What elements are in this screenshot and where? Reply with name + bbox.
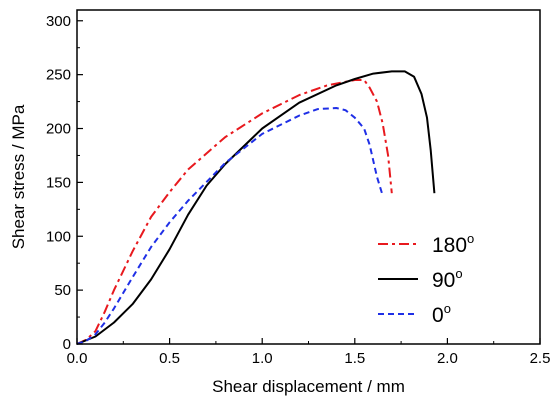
y-tick-label: 150 [46, 174, 71, 191]
y-tick-label: 50 [54, 282, 71, 299]
x-axis-title: Shear displacement / mm [212, 377, 405, 396]
legend-label-text: 90 [432, 269, 455, 292]
x-tick-label: 0.0 [67, 350, 88, 367]
legend-label-180: 180o [432, 231, 474, 257]
legend-label-text: 180 [432, 234, 467, 257]
series-line-180 [76, 79, 393, 345]
y-tick-label: 250 [46, 67, 71, 84]
x-tick-label: 2.0 [437, 350, 458, 367]
x-tick-label: 1.0 [252, 350, 273, 367]
y-tick-label: 300 [46, 13, 71, 30]
y-tick-label: 0 [63, 336, 71, 353]
y-tick-label: 100 [46, 228, 71, 245]
plot-area [76, 70, 436, 345]
plot-frame [76, 9, 541, 345]
x-tick-label: 0.5 [159, 350, 180, 367]
legend-label-degree: o [444, 301, 451, 316]
legend-label-90: 90o [432, 266, 463, 292]
series-line-0 [76, 107, 384, 345]
y-tick-label: 200 [46, 121, 71, 138]
legend-label-0: 0o [432, 301, 451, 327]
y-axis: 0 50 100 150 200 250 300 [46, 13, 83, 353]
y-axis-title: Shear stress / MPa [9, 104, 28, 249]
x-tick-label: 1.5 [344, 350, 365, 367]
series-line-90 [76, 70, 436, 345]
x-tick-label: 2.5 [530, 350, 550, 367]
x-axis: 0.0 0.5 1.0 1.5 2.0 2.5 [67, 338, 550, 367]
legend-label-degree: o [467, 231, 474, 246]
legend-label-degree: o [455, 266, 462, 281]
legend-label-text: 0 [432, 304, 444, 327]
